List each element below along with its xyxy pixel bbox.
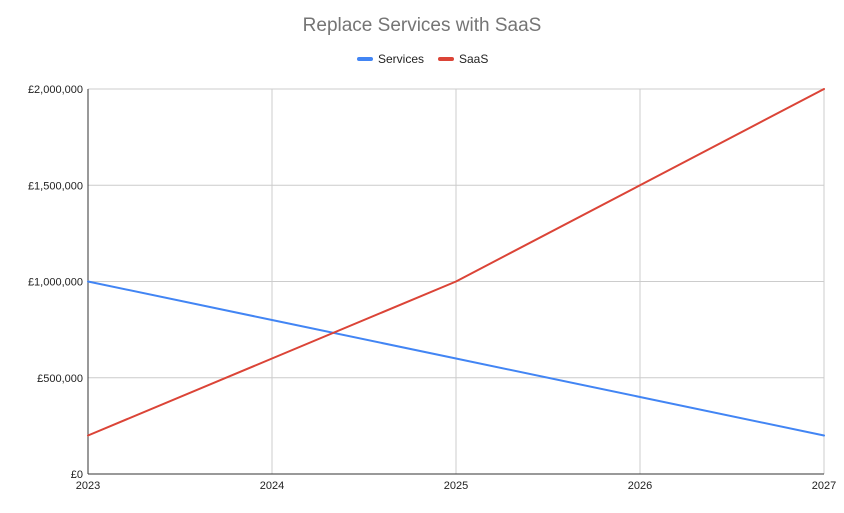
x-tick-label: 2025 — [444, 480, 468, 492]
y-tick-label: £500,000 — [37, 373, 83, 385]
y-tick-label: £0 — [71, 469, 83, 481]
legend-label-saas: SaaS — [459, 52, 488, 66]
y-tick-label: £1,500,000 — [28, 180, 83, 192]
legend-item-saas: SaaS — [438, 52, 488, 66]
tick-labels: £0 £500,000 £1,000,000 £1,500,000 £2,000,000… — [28, 84, 836, 492]
legend-swatch-saas — [438, 57, 454, 61]
legend-swatch-services — [357, 57, 373, 61]
y-tick-label: £1,000,000 — [28, 277, 83, 289]
x-tick-label: 2027 — [812, 480, 836, 492]
legend-label-services: Services — [378, 52, 424, 66]
series-line-saas — [87, 88, 825, 437]
x-tick-label: 2024 — [260, 480, 284, 492]
x-tick-label: 2023 — [76, 480, 100, 492]
chart-title: Replace Services with SaaS — [303, 15, 542, 36]
series-line-services — [87, 280, 825, 437]
y-tick-label: £2,000,000 — [28, 84, 83, 96]
series-lines — [87, 88, 825, 437]
legend: Services SaaS — [357, 52, 488, 66]
x-tick-label: 2026 — [628, 480, 652, 492]
legend-item-services: Services — [357, 52, 424, 66]
